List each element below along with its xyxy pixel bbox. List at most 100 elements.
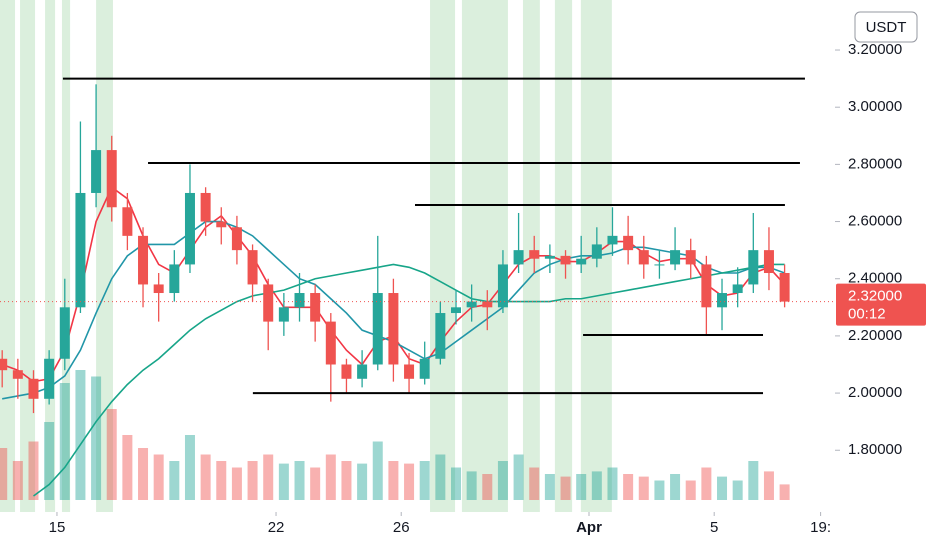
candle-body [654, 264, 665, 266]
candle-body [122, 207, 133, 236]
volume-bar [59, 383, 70, 500]
candle-body [560, 255, 571, 265]
highlight-band [61, 0, 71, 512]
volume-bar [216, 461, 227, 500]
candle-body [685, 250, 696, 265]
y-tick-label: 3.20000 [848, 41, 902, 58]
y-tick-label: 2.40000 [848, 270, 902, 287]
volume-bar [247, 461, 258, 500]
volume-bar [310, 467, 321, 500]
volume-bar [294, 461, 305, 500]
volume-bar [419, 461, 430, 500]
candle-body [294, 293, 305, 308]
volume-bar [341, 461, 352, 500]
candle-body [482, 301, 493, 308]
candle-body [184, 192, 195, 265]
x-tick-label: 26 [393, 519, 410, 536]
candle-body [341, 364, 352, 379]
volume-bar [12, 461, 23, 500]
y-tick-label: 2.80000 [848, 155, 902, 172]
volume-bar [106, 409, 117, 500]
volume-bar [685, 480, 696, 500]
volume-bar [497, 461, 508, 500]
x-tick-label: 5 [710, 519, 718, 536]
candle-body [0, 358, 8, 371]
candle-body [59, 307, 70, 359]
volume-bar [278, 463, 289, 500]
candle-body [591, 244, 602, 259]
volume-bar [325, 454, 336, 500]
candle-body [638, 250, 649, 265]
volume-bar [153, 454, 164, 500]
candle-body [231, 227, 242, 251]
candle-body [28, 378, 39, 399]
candle-body [372, 293, 383, 365]
candle-body [576, 258, 587, 265]
candle-body [169, 264, 180, 294]
highlight-band [45, 0, 56, 512]
highlight-band [430, 0, 456, 512]
candle-body [247, 250, 258, 285]
volume-bar [184, 435, 195, 500]
volume-bar [779, 484, 790, 500]
candle-body [450, 307, 461, 314]
candle-body [466, 301, 477, 308]
volume-bar [169, 461, 180, 500]
volume-bar [231, 467, 242, 500]
candle-body [763, 250, 774, 274]
candle-body [263, 284, 274, 322]
volume-bar [748, 461, 759, 500]
candle-body [12, 370, 23, 379]
candle-body [357, 364, 368, 379]
candle-body [278, 307, 289, 322]
candle-body [153, 284, 164, 294]
volume-bar [75, 370, 86, 500]
volume-bar [717, 476, 728, 500]
candle-body [717, 293, 728, 308]
moving-average [33, 263, 785, 497]
candle-body [44, 358, 55, 399]
volume-bar [513, 454, 524, 500]
candle-body [106, 150, 117, 208]
y-tick-label: 2.20000 [848, 327, 902, 344]
price-label: 2.32000 [848, 288, 902, 305]
x-tick-label: 15 [49, 519, 66, 536]
volume-bar [388, 461, 399, 500]
candle-body [497, 264, 508, 308]
volume-bar [372, 441, 383, 500]
candle-body [544, 255, 555, 259]
volume-bar [576, 474, 587, 500]
volume-bar [732, 480, 743, 500]
candle-body [732, 284, 743, 294]
volume-bar [450, 467, 461, 500]
highlight-band [20, 0, 36, 512]
candle-body [404, 364, 415, 379]
y-tick-label: 2.00000 [848, 384, 902, 401]
volume-bar [701, 467, 712, 500]
volume-bar [404, 463, 415, 500]
candle-body [200, 192, 211, 222]
volume-bar [435, 454, 446, 500]
candle-body [310, 293, 321, 322]
candle-body [388, 293, 399, 365]
volume-bar [138, 448, 149, 500]
volume-bar [0, 448, 8, 500]
candle-body [748, 250, 759, 285]
volume-bar [560, 476, 571, 500]
candle-body [138, 235, 149, 285]
volume-bar [357, 463, 368, 500]
volume-bar [670, 474, 681, 500]
volume-bar [466, 471, 477, 500]
currency-box[interactable] [854, 11, 918, 43]
candle-body [701, 264, 712, 308]
candle-body [91, 150, 102, 193]
candle-body [670, 250, 681, 265]
countdown: 00:12 [848, 306, 886, 323]
volume-bar [544, 474, 555, 500]
volume-bar [638, 476, 649, 500]
candle-body [623, 235, 634, 251]
currency: USDT [866, 19, 907, 36]
highlight-band [96, 0, 113, 512]
volume-bar [654, 480, 665, 500]
